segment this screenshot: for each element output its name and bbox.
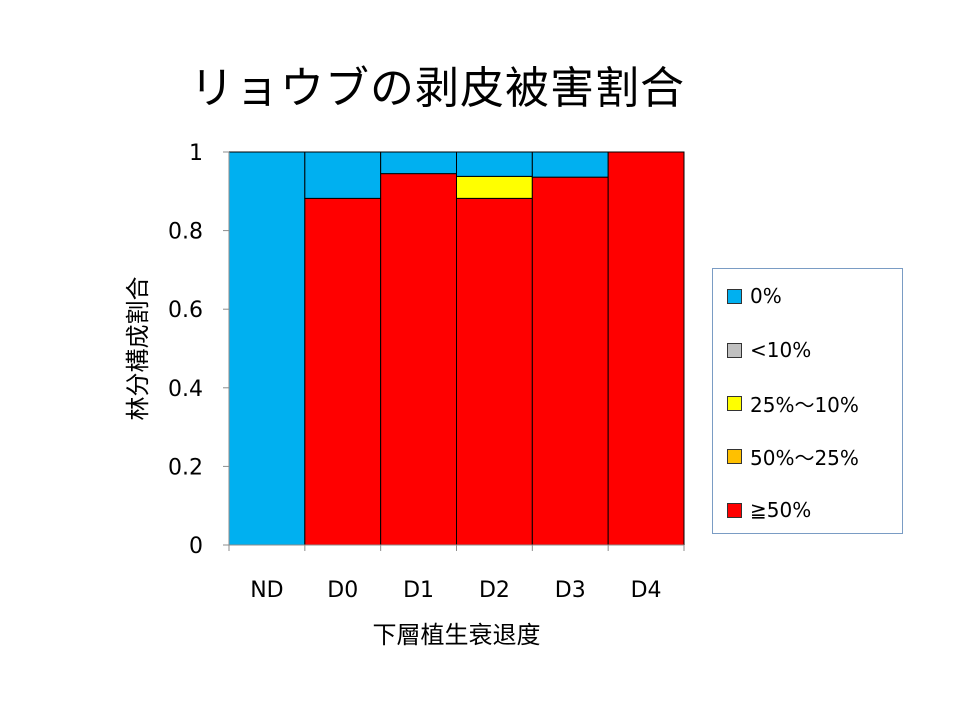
legend-item: ≧50% (727, 498, 811, 522)
legend-swatch (727, 448, 742, 464)
legend-item: <10% (727, 338, 811, 362)
bar-segment-nd-4 (228, 151, 306, 546)
x-tick-label: ND (250, 578, 283, 603)
bar-segment-d2-2 (456, 175, 533, 199)
legend-label: 0% (750, 284, 782, 308)
legend-swatch (727, 342, 742, 358)
bar-segment-d2-0 (456, 197, 533, 546)
y-tick-label: 0.6 (168, 298, 203, 323)
x-tick-label: D0 (327, 578, 358, 603)
legend-item: 0% (727, 284, 782, 308)
legend-item: 50%〜25% (727, 444, 859, 470)
bar-segment-d4-0 (607, 151, 685, 546)
chart-legend: 0% <10% 25%〜10% 50%〜25% ≧50% (712, 268, 903, 534)
x-tick-label: D3 (555, 578, 586, 603)
y-tick-label: 0.2 (168, 455, 203, 480)
bar-segment-d1-0 (380, 173, 457, 546)
legend-label: <10% (750, 338, 812, 362)
y-tick-label: 0 (189, 534, 203, 559)
legend-swatch (727, 288, 742, 304)
x-tick-label: D2 (479, 578, 510, 603)
x-tick-label: D4 (631, 578, 662, 603)
bar-segment-d0-0 (304, 197, 382, 546)
bar-segment-d0-4 (304, 151, 382, 199)
legend-item: 25%〜10% (727, 391, 859, 417)
chart-title: リョウブの剥皮被害割合 (190, 63, 685, 114)
x-tick-label: D1 (403, 578, 434, 603)
y-tick-label: 0.8 (168, 220, 203, 245)
bar-segment-d3-4 (531, 151, 609, 178)
legend-swatch (727, 395, 742, 411)
y-tick-label: 1 (189, 141, 203, 166)
y-axis-title: 林分構成割合 (124, 277, 152, 421)
legend-swatch (727, 502, 742, 518)
bar-segment-d2-4 (456, 151, 533, 177)
bar-segment-d3-0 (531, 176, 609, 546)
legend-label: 25%〜10% (750, 392, 859, 417)
y-tick-label: 0.4 (168, 377, 203, 402)
x-axis-title: 下層植生衰退度 (373, 621, 541, 649)
legend-label: 50%〜25% (750, 445, 859, 470)
legend-label: ≧50% (750, 498, 812, 522)
bar-segment-d1-4 (380, 151, 457, 175)
